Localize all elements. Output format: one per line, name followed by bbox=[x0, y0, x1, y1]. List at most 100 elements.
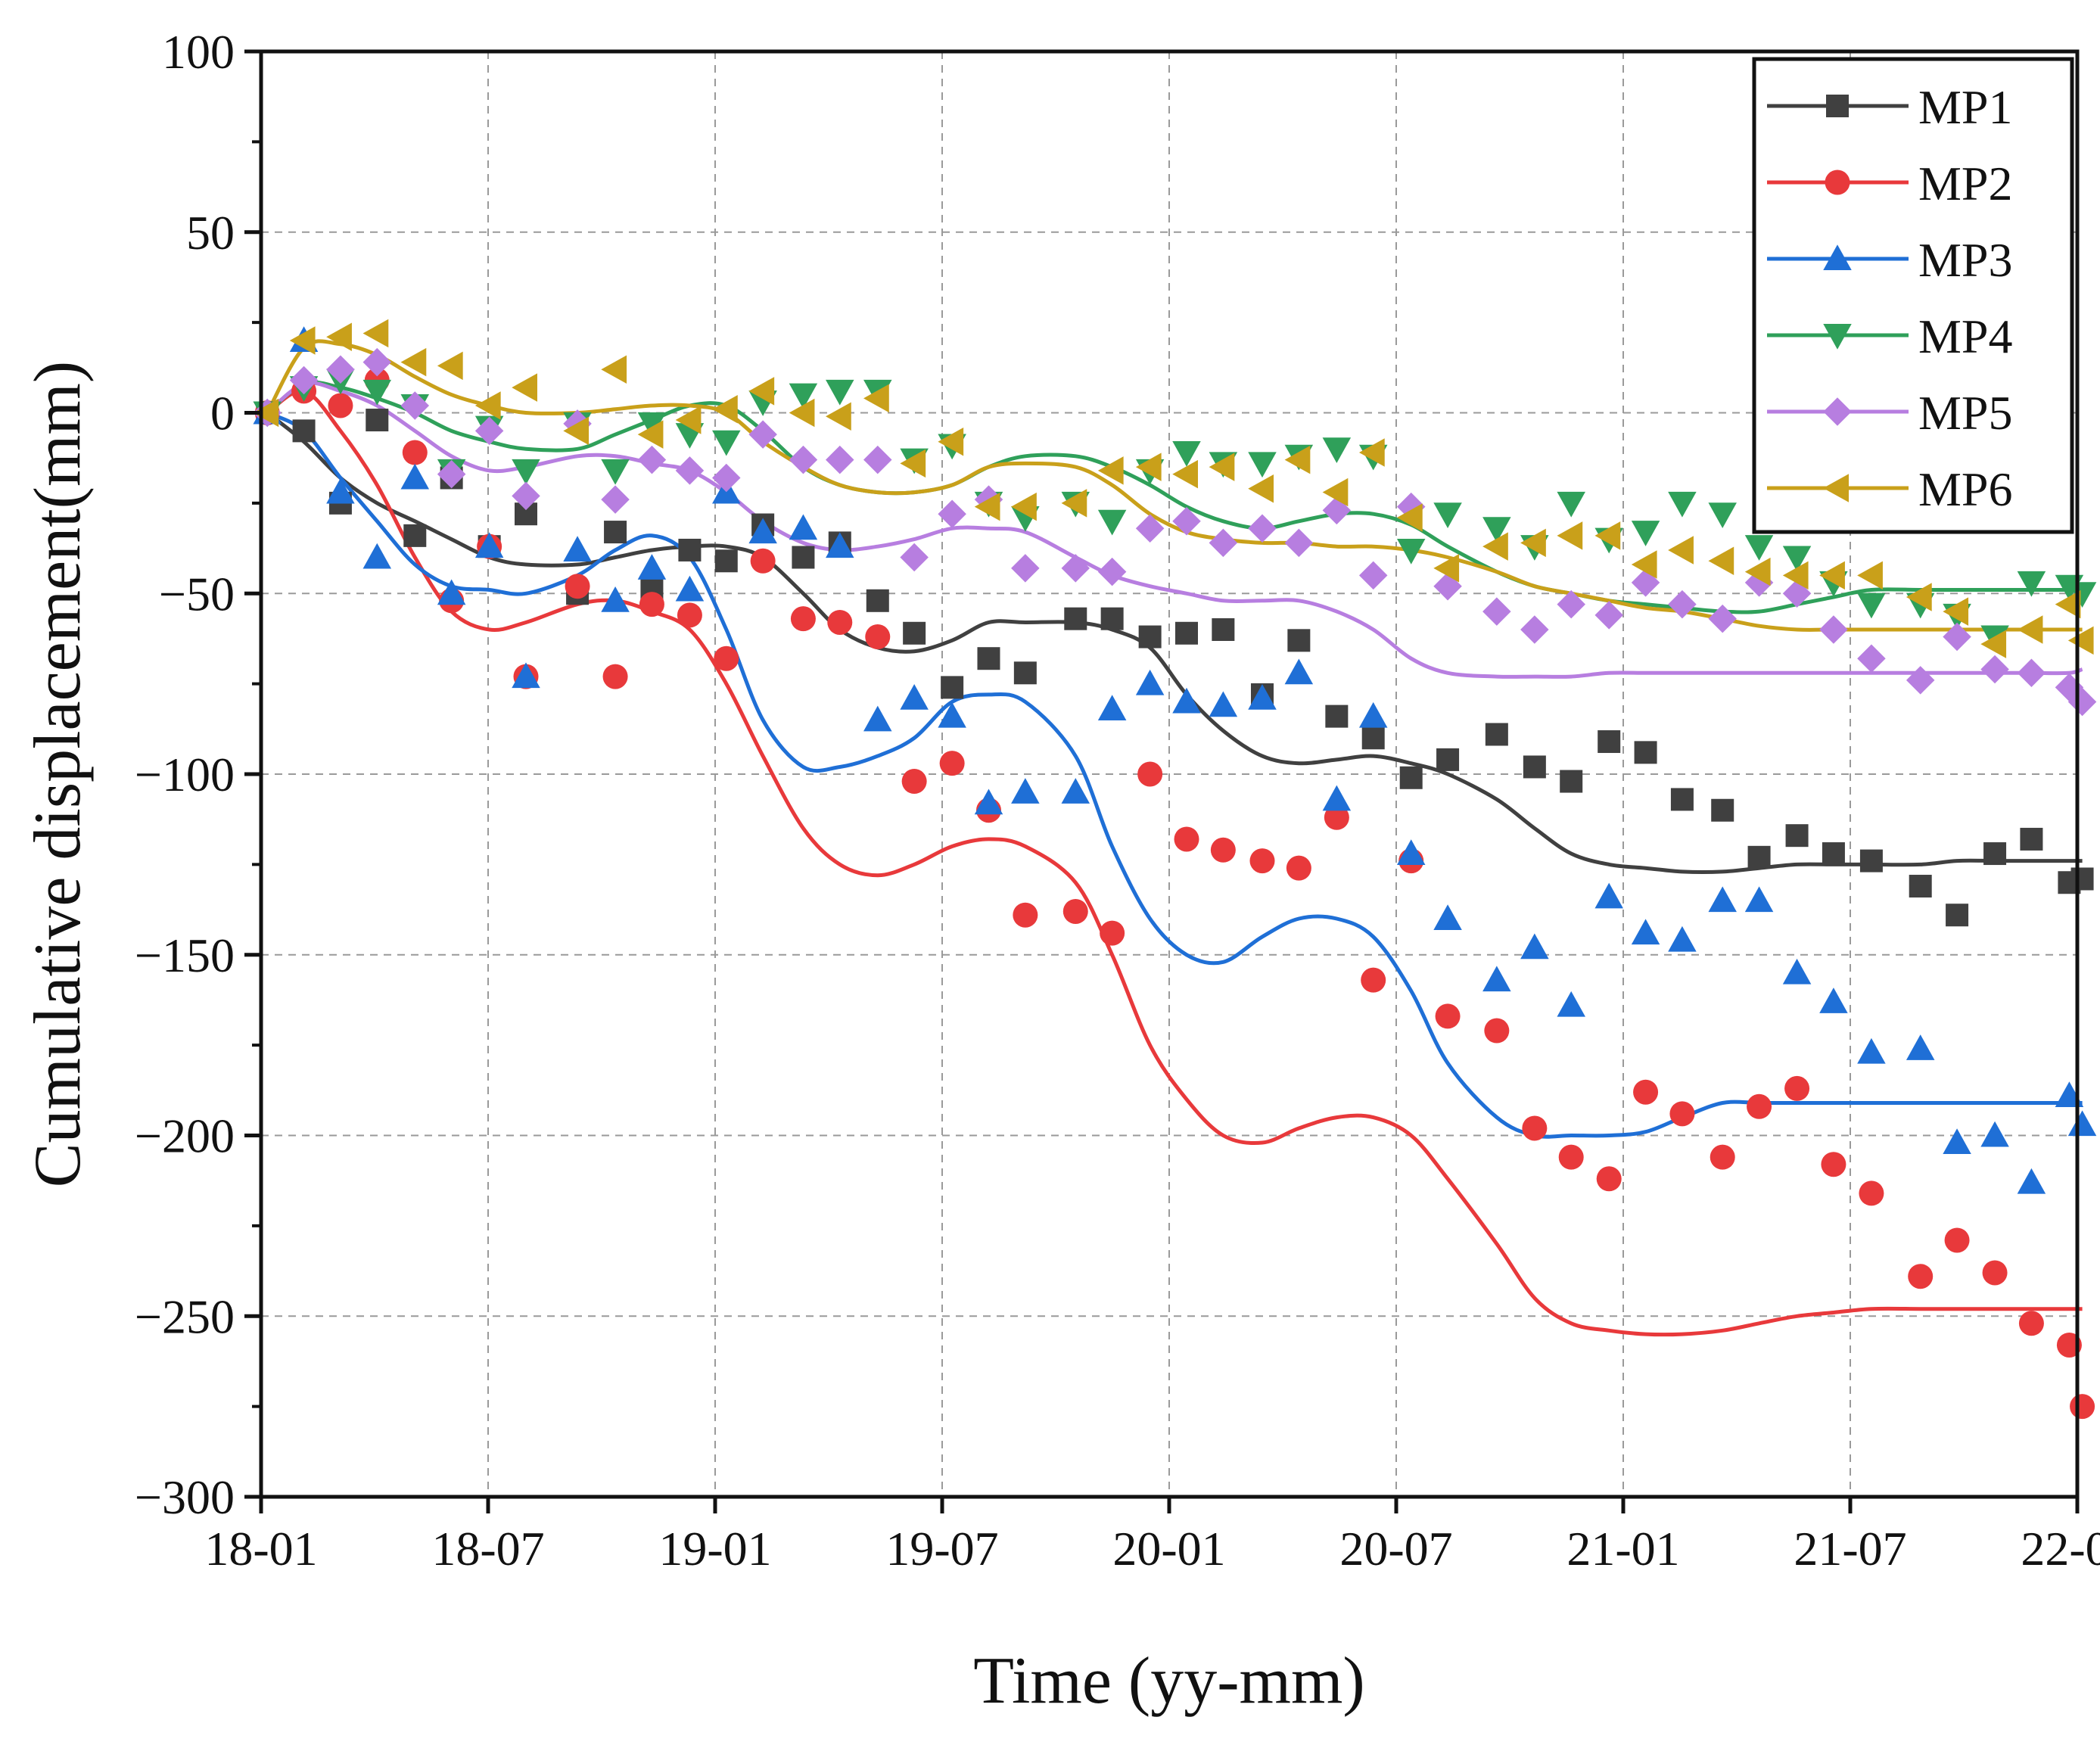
data-point-mp5 bbox=[2017, 658, 2046, 688]
legend-marker-mp1 bbox=[1826, 95, 1849, 117]
data-point-mp2 bbox=[1821, 1152, 1846, 1177]
data-point-mp1 bbox=[1174, 621, 1198, 645]
data-point-mp6 bbox=[637, 420, 664, 449]
data-point-mp2 bbox=[1558, 1144, 1584, 1170]
data-point-mp6 bbox=[712, 394, 738, 424]
data-point-mp6 bbox=[1782, 561, 1809, 590]
data-point-mp5 bbox=[1708, 604, 1737, 633]
y-tick-label: −200 bbox=[135, 1109, 235, 1163]
data-point-mp3 bbox=[938, 701, 966, 728]
data-point-mp3 bbox=[1061, 778, 1090, 804]
data-point-mp2 bbox=[2070, 1394, 2095, 1420]
data-point-mp1 bbox=[714, 549, 738, 573]
data-point-mp3 bbox=[1708, 886, 1737, 913]
data-point-mp5 bbox=[712, 463, 741, 493]
data-point-mp2 bbox=[1982, 1260, 2008, 1286]
data-point-mp1 bbox=[1859, 849, 1883, 872]
x-tick-label: 20-07 bbox=[1339, 1522, 1452, 1575]
data-point-mp1 bbox=[366, 409, 389, 432]
data-point-mp5 bbox=[1857, 644, 1886, 673]
data-point-mp3 bbox=[400, 463, 430, 490]
data-point-mp3 bbox=[1782, 958, 1812, 984]
data-point-mp3 bbox=[512, 662, 540, 689]
data-point-mp2 bbox=[1633, 1079, 1659, 1105]
data-point-mp6 bbox=[400, 347, 427, 377]
fit-line-mp2 bbox=[266, 389, 2083, 1337]
x-tick-label: 18-01 bbox=[204, 1522, 317, 1575]
data-point-mp1 bbox=[941, 676, 964, 699]
data-point-mp2 bbox=[1100, 920, 1125, 946]
data-point-mp5 bbox=[1284, 528, 1314, 558]
data-point-mp2 bbox=[827, 609, 853, 635]
data-point-mp3 bbox=[474, 532, 504, 558]
data-point-mp1 bbox=[604, 521, 627, 544]
data-point-mp3 bbox=[637, 554, 667, 580]
data-point-mp6 bbox=[1631, 550, 1657, 579]
data-point-mp1 bbox=[1523, 755, 1546, 779]
data-point-mp3 bbox=[1980, 1121, 2009, 1147]
data-point-mp5 bbox=[362, 347, 392, 377]
data-point-mp2 bbox=[1174, 826, 1199, 852]
data-point-mp3 bbox=[1857, 1037, 1886, 1064]
data-point-mp5 bbox=[1209, 528, 1238, 558]
data-point-mp3 bbox=[1172, 687, 1201, 714]
data-point-mp4 bbox=[1396, 538, 1426, 565]
data-point-mp5 bbox=[1980, 655, 2009, 684]
x-tick-label: 21-07 bbox=[1794, 1522, 1906, 1575]
y-tick-labels: 100 50 0 −50 −100 −150 −200 −250 −300 bbox=[135, 25, 235, 1524]
data-point-mp3 bbox=[1482, 966, 1511, 992]
data-point-mp5 bbox=[1520, 615, 1549, 644]
y-tick-label: −100 bbox=[135, 748, 235, 801]
legend-label-mp5: MP5 bbox=[1918, 386, 2013, 440]
data-point-mp2 bbox=[1710, 1144, 1735, 1170]
data-point-mp1 bbox=[1822, 842, 1845, 866]
data-point-mp1 bbox=[792, 546, 815, 569]
data-point-mp1 bbox=[1436, 748, 1460, 771]
data-point-mp3 bbox=[362, 543, 392, 569]
data-point-mp2 bbox=[677, 602, 702, 628]
data-point-mp5 bbox=[1358, 561, 1388, 590]
data-point-mp3 bbox=[2067, 1110, 2097, 1137]
data-point-mp2 bbox=[328, 393, 353, 418]
data-point-mp6 bbox=[1358, 438, 1385, 467]
data-point-mp1 bbox=[1212, 618, 1235, 641]
data-point-mp1 bbox=[1399, 766, 1423, 789]
data-point-mp5 bbox=[637, 445, 667, 474]
data-point-mp3 bbox=[1744, 886, 1774, 913]
data-point-mp1 bbox=[678, 538, 702, 561]
data-point-mp6 bbox=[1943, 597, 1969, 626]
data-point-mp2 bbox=[750, 548, 776, 574]
data-point-mp6 bbox=[1135, 453, 1162, 481]
legend-marker-mp5 bbox=[1823, 397, 1852, 426]
data-point-mp2 bbox=[1286, 855, 1311, 881]
legend-box bbox=[1752, 57, 2074, 534]
y-tick-label: 50 bbox=[186, 206, 235, 260]
axis-ticks bbox=[244, 49, 2080, 1513]
y-axis-title: Cumulative displacement(mm) bbox=[21, 361, 95, 1187]
data-point-mp1 bbox=[1485, 723, 1508, 746]
data-point-mp4 bbox=[1782, 546, 1812, 572]
data-point-mp5 bbox=[289, 365, 319, 395]
data-point-mp6 bbox=[1520, 528, 1546, 558]
data-point-mp2 bbox=[1013, 902, 1038, 928]
data-point-mp6 bbox=[1011, 492, 1037, 521]
data-point-mp4 bbox=[789, 383, 818, 409]
data-point-mp1 bbox=[1909, 875, 1932, 898]
data-point-mp5 bbox=[1668, 589, 1697, 619]
legend-label-mp6: MP6 bbox=[1918, 462, 2013, 516]
data-point-mp1 bbox=[1138, 625, 1162, 649]
data-point-mp3 bbox=[1322, 785, 1352, 811]
data-point-mp1 bbox=[1785, 824, 1809, 848]
legend-marker-mp4 bbox=[1823, 324, 1852, 350]
data-point-mp2 bbox=[565, 574, 590, 599]
data-point-mp6 bbox=[1061, 489, 1087, 518]
data-point-mp3 bbox=[1097, 695, 1127, 721]
data-point-mp3 bbox=[601, 586, 630, 612]
data-point-mp2 bbox=[1908, 1264, 1934, 1289]
data-point-mp1 bbox=[2020, 827, 2043, 851]
data-point-mp1 bbox=[977, 647, 1000, 670]
y-tick-label: −50 bbox=[159, 567, 235, 621]
x-tick-label: 22-01 bbox=[2021, 1522, 2100, 1575]
data-point-mp4 bbox=[637, 412, 667, 438]
